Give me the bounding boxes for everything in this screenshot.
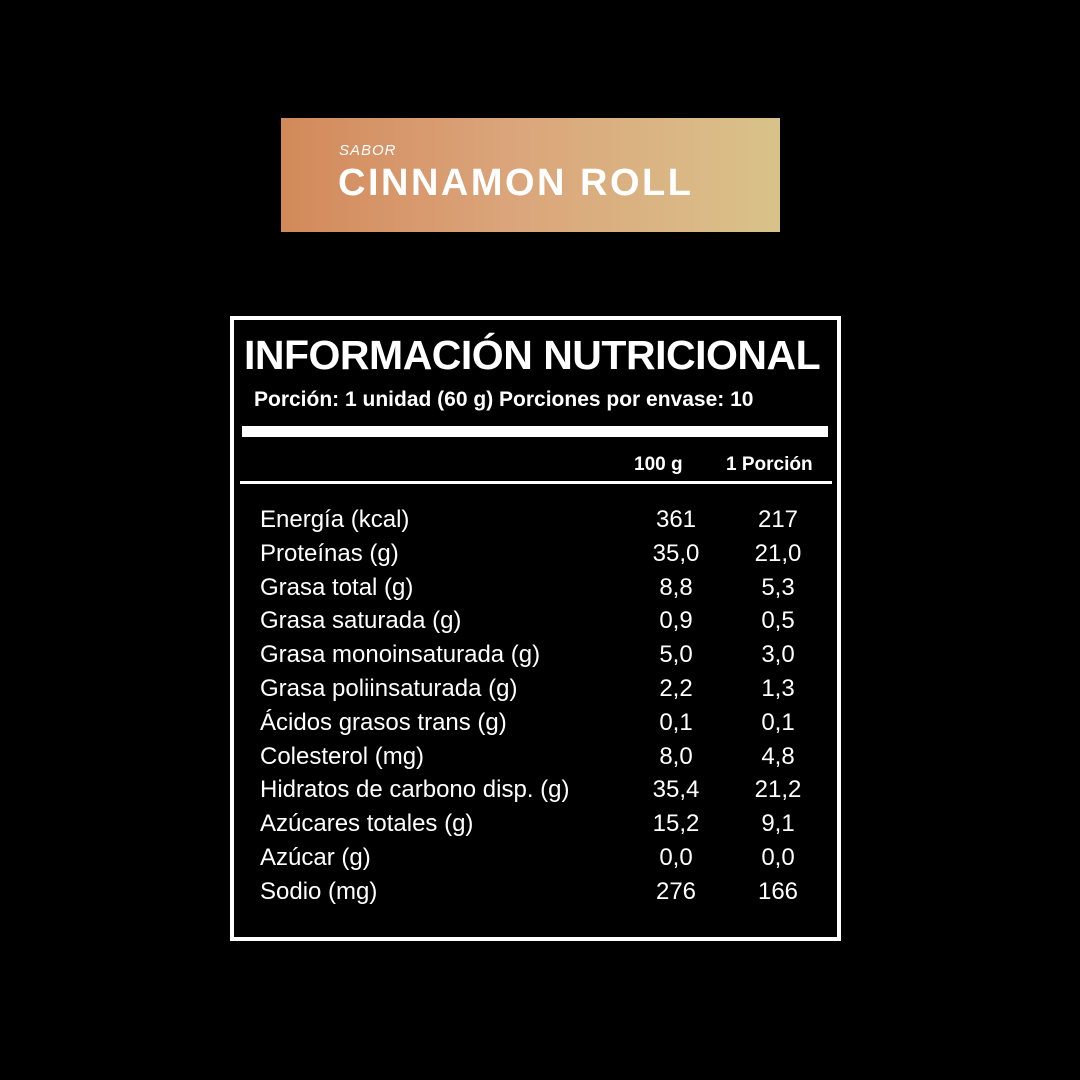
nutrient-value: 0,1 [761, 708, 795, 736]
nutrient-name: Grasa monoinsaturada (g) [260, 641, 541, 669]
nutrient-value: 0,5 [761, 607, 795, 635]
nutrient-value: 2,2 [659, 675, 693, 702]
flavor-banner: SABOR CINNAMON ROLL [281, 118, 780, 232]
nutrient-name: Grasa poliinsaturada (g) [260, 675, 518, 702]
table-title: INFORMACIÓN NUTRICIONAL [244, 332, 821, 378]
nutrient-name: Azúcar (g) [260, 844, 371, 871]
nutrient-name: Ácidos grasos trans (g) [260, 708, 507, 736]
nutrient-value: 21,0 [754, 539, 802, 567]
nutrient-value: 21,2 [754, 776, 802, 804]
nutrient-name: Grasa saturada (g) [260, 607, 462, 635]
nutrient-value: 0,9 [659, 607, 693, 635]
nutrient-name: Sodio (mg) [260, 877, 378, 905]
column-header: 100 g [634, 454, 683, 475]
nutrient-name: Colesterol (mg) [260, 742, 425, 770]
nutrient-name: Azúcares totales (g) [260, 810, 474, 838]
nutrient-value: 8,0 [659, 742, 693, 770]
divider [240, 481, 832, 484]
nutrient-name: Energía (kcal) [260, 506, 410, 533]
nutrient-value: 9,1 [761, 810, 795, 838]
serving-info: Porción: 1 unidad (60 g) Porciones por e… [254, 388, 754, 411]
nutrient-name: Grasa total (g) [260, 573, 414, 601]
nutrient-value: 276 [655, 877, 697, 905]
divider [242, 426, 828, 437]
nutrient-value: 1,3 [761, 675, 795, 702]
nutrient-value: 35,4 [652, 776, 700, 804]
nutrient-value: 217 [757, 506, 799, 533]
nutrient-value: 5,0 [659, 641, 693, 669]
nutrient-value: 3,0 [761, 641, 795, 669]
nutrient-value: 166 [757, 877, 799, 905]
nutrient-value: 8,8 [659, 573, 693, 601]
flavor-label: SABOR [339, 142, 397, 159]
nutrient-value: 4,8 [761, 742, 795, 770]
nutrient-value: 0,0 [761, 844, 795, 871]
column-header: 1 Porción [726, 454, 813, 475]
nutrient-name: Hidratos de carbono disp. (g) [260, 776, 570, 804]
nutrient-value: 361 [655, 506, 697, 533]
flavor-title: CINNAMON ROLL [338, 162, 694, 204]
nutrient-value: 35,0 [652, 539, 700, 567]
nutrient-value: 15,2 [652, 810, 700, 838]
nutrient-value: 0,1 [659, 708, 693, 736]
nutrient-name: Proteínas (g) [260, 539, 399, 567]
nutrition-table: INFORMACIÓN NUTRICIONAL Porción: 1 unida… [230, 316, 841, 941]
nutrient-value: 5,3 [761, 573, 795, 601]
nutrient-value: 0,0 [659, 844, 693, 871]
